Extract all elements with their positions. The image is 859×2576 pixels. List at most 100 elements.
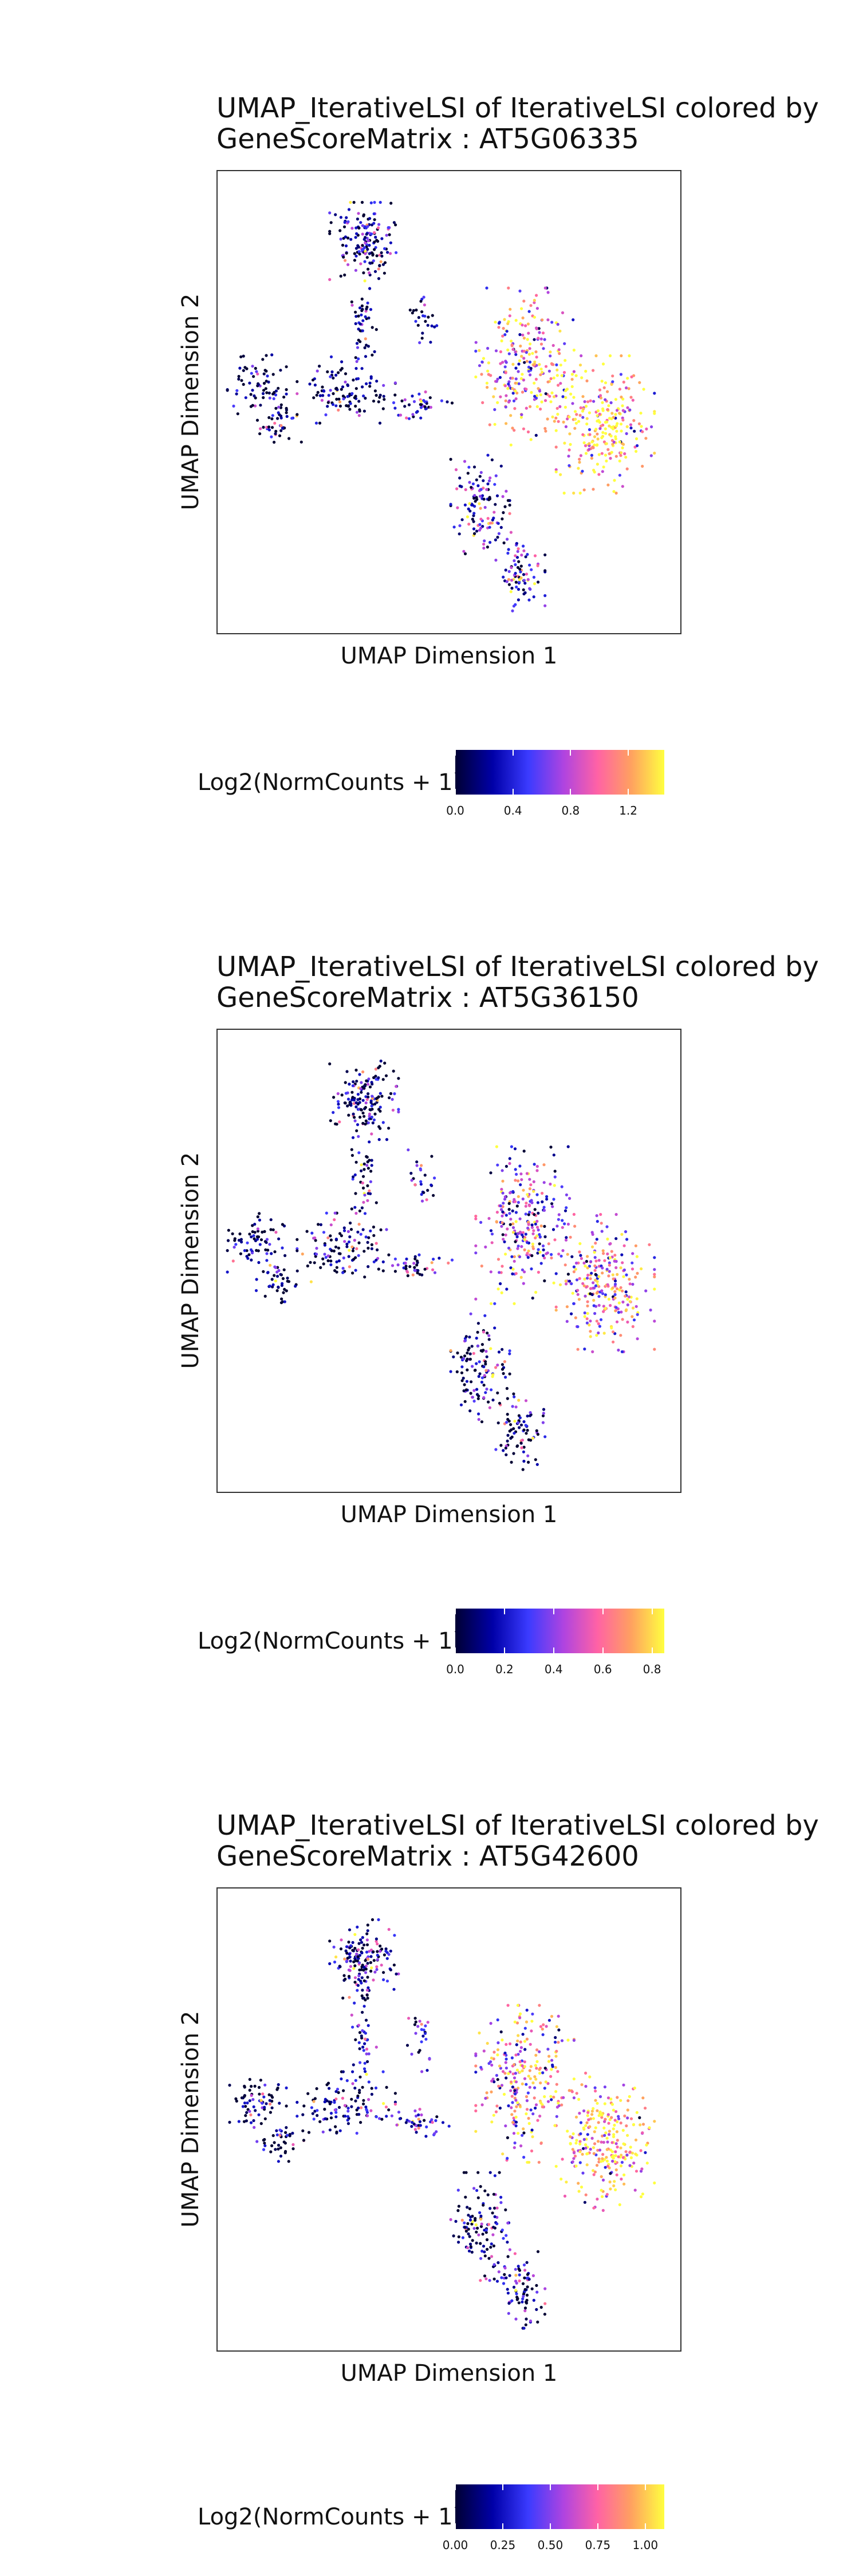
cell-point [495, 2279, 499, 2283]
cell-point [517, 2132, 520, 2135]
cell-point [517, 1244, 520, 1248]
cell-point [413, 1257, 417, 1261]
cell-point [463, 1354, 467, 1358]
cell-point [529, 405, 532, 408]
cell-point [405, 1270, 409, 1273]
cell-point [367, 2080, 371, 2084]
cell-point [546, 417, 549, 421]
cell-point [650, 425, 653, 429]
cell-point [634, 2138, 638, 2142]
cell-point [372, 1118, 376, 1121]
cell-point [344, 1949, 348, 1953]
cell-point [363, 279, 367, 283]
cell-point [526, 552, 529, 556]
cell-point [543, 553, 547, 556]
cell-point [369, 375, 373, 378]
cell-point [365, 1993, 369, 1997]
cell-point [420, 400, 423, 403]
cell-point [268, 1285, 271, 1288]
cell-point [311, 2112, 314, 2115]
colorbar [455, 2484, 664, 2529]
cell-point [525, 2108, 529, 2111]
cell-point [318, 2120, 322, 2123]
cell-point [376, 1958, 379, 1961]
cell-point [250, 1258, 253, 1262]
cell-point [505, 361, 508, 364]
cell-point [598, 2095, 602, 2099]
cell-point [618, 459, 621, 463]
cell-point [282, 396, 286, 399]
cell-point [344, 259, 347, 262]
cell-point [498, 2064, 502, 2068]
cell-point [514, 397, 518, 401]
cell-point [506, 2004, 510, 2007]
cell-point [366, 1923, 369, 1927]
cell-point [323, 1243, 326, 1247]
cell-point [480, 2222, 483, 2226]
cell-point [538, 2050, 541, 2053]
cell-point [341, 2096, 344, 2100]
cell-point [529, 342, 532, 346]
cell-point [596, 463, 599, 466]
cell-point [277, 411, 280, 414]
cell-point [372, 212, 376, 216]
cell-point [238, 366, 242, 370]
cell-point [511, 1405, 514, 1408]
cell-point [447, 1261, 450, 1265]
cell-point [429, 341, 432, 344]
cell-point [493, 2206, 497, 2210]
cell-point [499, 1444, 503, 1447]
cell-point [502, 1449, 505, 1452]
cell-point [281, 1277, 285, 1281]
cell-point [252, 1234, 255, 1238]
cell-point [636, 1271, 639, 1275]
cell-point [519, 344, 522, 348]
cell-point [622, 2182, 626, 2186]
cell-point [588, 411, 591, 414]
cell-point [250, 2085, 253, 2088]
cell-point [239, 1238, 243, 1241]
cell-point [373, 1112, 377, 1116]
cell-point [262, 1270, 265, 1273]
cell-point [634, 1244, 637, 1247]
cell-point [552, 1153, 555, 1157]
cell-point [555, 368, 559, 372]
cell-point [505, 2067, 508, 2070]
cell-point [472, 496, 476, 500]
cell-point [585, 2152, 589, 2156]
cell-point [433, 325, 436, 329]
cell-point [484, 2231, 488, 2234]
cell-point [316, 369, 319, 373]
cell-point [375, 254, 379, 258]
cell-point [357, 2106, 360, 2110]
cell-point [329, 389, 332, 392]
cell-point [583, 1311, 586, 1315]
cell-point [420, 337, 424, 340]
cell-point [407, 403, 411, 406]
cell-point [556, 323, 559, 326]
cell-point [374, 1068, 377, 1071]
cell-point [365, 1098, 369, 1101]
cell-point [257, 2085, 261, 2089]
cell-point [521, 2064, 524, 2068]
cell-point [479, 2279, 482, 2282]
colorbar-tick-label: 0.0 [446, 1662, 464, 1676]
cell-point [504, 1447, 507, 1450]
cell-point [521, 323, 524, 327]
cell-point [388, 1096, 391, 1100]
cell-point [541, 1421, 545, 1424]
cell-point [372, 400, 376, 403]
cell-point [500, 2084, 504, 2087]
cell-point [472, 1400, 476, 1403]
cell-point [328, 1962, 332, 1965]
cell-point [487, 1334, 491, 1337]
cell-point [250, 1235, 253, 1239]
cell-point [620, 1253, 624, 1257]
cell-point [570, 385, 574, 388]
cell-point [415, 1160, 419, 1164]
cell-point [261, 2092, 265, 2096]
cell-point [503, 1198, 507, 1201]
cell-point [543, 1435, 547, 1439]
cell-point [502, 575, 505, 579]
cell-point [458, 476, 462, 480]
